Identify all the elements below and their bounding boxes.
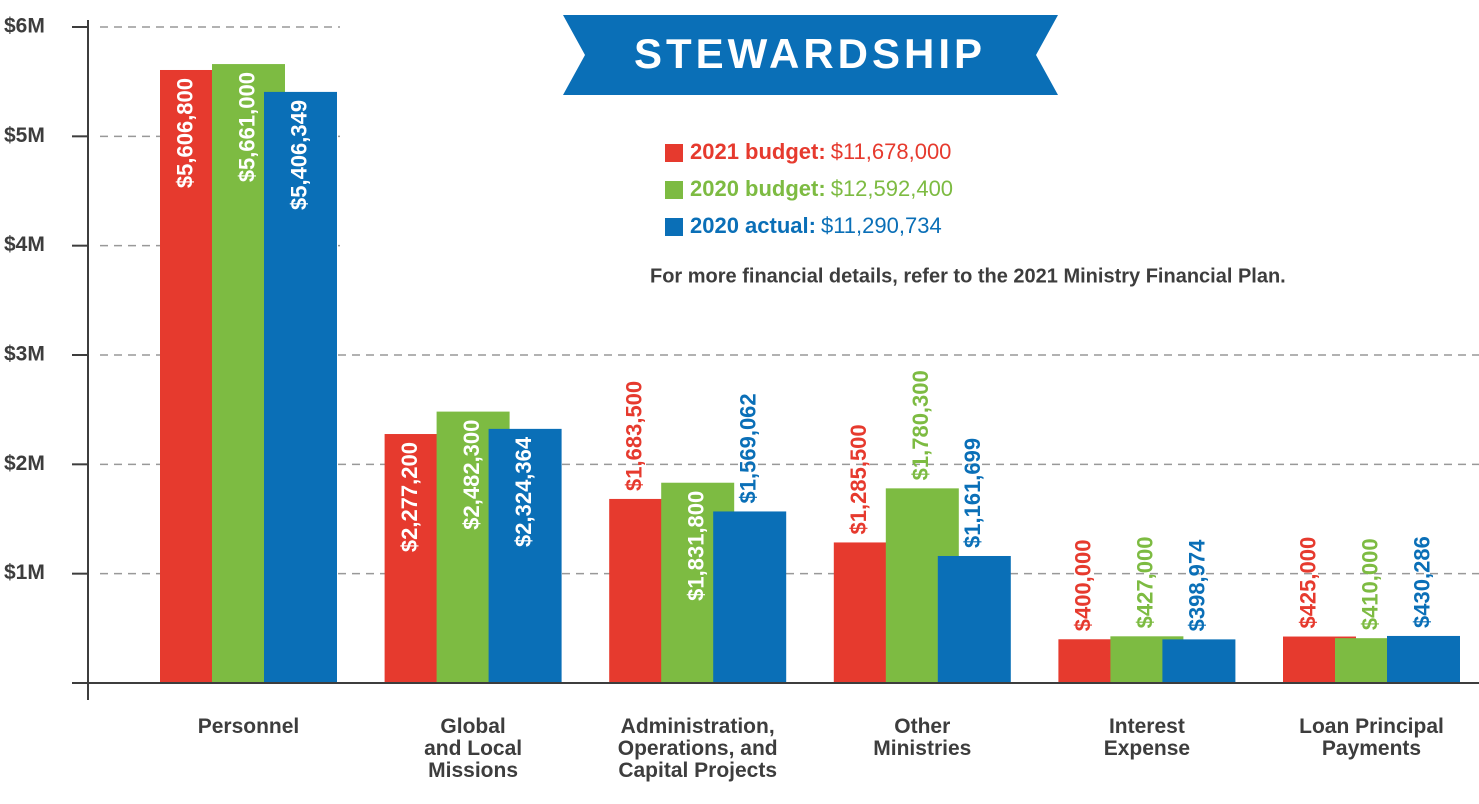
x-tick-label: Other Ministries [873,715,972,760]
value-label: $410,000 [1357,538,1382,630]
bar [264,91,337,684]
chart-title: STEWARDSHIP [634,30,986,77]
x-tick-label: Personnel [197,715,300,738]
legend-entry: 2021 budget: $11,678,000 [690,139,951,164]
bar [713,511,787,683]
value-label: $1,683,500 [622,381,647,491]
legend-total: $11,678,000 [831,139,952,164]
value-label: $2,482,300 [459,420,484,530]
x-tick-label: Loan Principal Payments [1299,715,1444,760]
value-label: $2,324,364 [511,436,536,547]
bar [937,555,1011,683]
value-label: $427,000 [1133,537,1158,629]
value-label: $1,285,500 [846,424,871,534]
legend-name: 2021 budget: [690,139,826,164]
legend-name: 2020 budget: [690,176,826,201]
value-label: $5,606,800 [172,78,197,188]
y-tick-label: $6M [4,15,45,38]
value-label: $430,286 [1409,536,1434,628]
legend-entry: 2020 budget: $12,592,400 [690,176,953,201]
legend-total: $12,592,400 [831,176,953,201]
bar [1162,639,1236,683]
legend-swatch [665,181,683,199]
y-tick-label: $4M [4,233,45,256]
note: For more financial details, refer to the… [650,265,1286,287]
value-label: $1,569,062 [736,393,761,503]
title-banner [563,15,1058,95]
legend-swatch [665,218,683,236]
x-tick-label: Global and Local Missions [424,715,523,782]
value-label: $1,161,699 [960,438,985,548]
value-label: $425,000 [1295,537,1320,629]
value-label: $5,661,000 [234,72,259,182]
value-label: $1,780,300 [908,370,933,480]
value-label: $400,000 [1071,540,1096,632]
value-label: $1,831,800 [684,491,709,601]
legend-total: $11,290,734 [821,213,942,238]
legend-name: 2020 actual: [690,213,816,238]
value-label: $5,406,349 [286,100,311,210]
y-tick-label: $2M [4,452,45,475]
bar [1387,635,1460,683]
bars: $5,606,800 $5,661,000 $5,406,349 $2,277,200… [160,64,1460,684]
bar [488,428,562,683]
legend-swatch [665,144,683,162]
x-tick-label: Interest Expense [1103,715,1191,760]
value-label: $2,277,200 [397,442,422,552]
legend-entry: 2020 actual: $11,290,734 [690,213,942,238]
y-tick-label: $1M [4,561,45,584]
y-tick-label: $3M [4,343,45,366]
value-label: $398,974 [1185,539,1210,632]
x-tick-label: Administration, Operations, and Capital … [617,715,778,782]
y-tick-label: $5M [4,124,45,147]
